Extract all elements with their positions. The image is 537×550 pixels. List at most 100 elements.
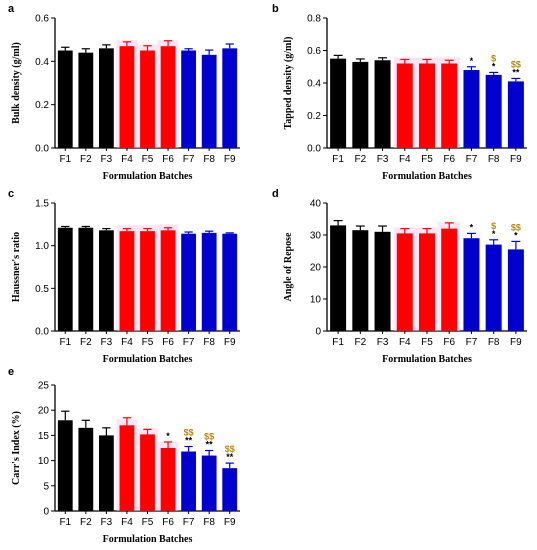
x-tick-label: F1 (59, 154, 71, 165)
bar-F8 (201, 232, 217, 331)
y-tick-label: 20 (310, 263, 322, 274)
x-tick-label: F5 (142, 337, 154, 348)
x-tick-label: F4 (399, 154, 411, 165)
panel-letter: c (8, 188, 14, 200)
y-tick-label: 10 (38, 456, 50, 467)
significance-marker: $$ (204, 432, 214, 442)
x-tick-label: F6 (443, 337, 455, 348)
bar-F4 (396, 233, 413, 331)
significance-marker: * (514, 230, 518, 240)
x-tick-label: F1 (332, 337, 344, 348)
bar-F8 (201, 455, 217, 511)
x-axis-label: Formulation Batches (382, 354, 472, 365)
y-tick-label: 20 (38, 406, 50, 417)
x-tick-label: F1 (59, 517, 71, 528)
significance-marker: $$ (511, 59, 521, 69)
y-axis-label: Haussner's ratio (11, 232, 22, 302)
bar-F3 (98, 48, 114, 149)
panel-letter: d (272, 188, 279, 200)
panel-letter: b (272, 3, 279, 15)
y-tick-label: 0 (43, 507, 49, 518)
bar-F2 (352, 230, 369, 331)
x-tick-label: F2 (354, 337, 366, 348)
x-tick-label: F1 (332, 154, 344, 165)
bar-F1 (330, 225, 347, 331)
x-tick-label: F6 (162, 154, 174, 165)
panel-d: d 0 10 20 30 40 Angle of Repose F1 F2 F3 F4 F5 F6 F7 *… (272, 188, 527, 365)
bar-F1 (57, 227, 73, 331)
bar-F7 (463, 70, 480, 148)
significance-marker: ** (185, 435, 193, 445)
x-tick-label: F9 (510, 154, 522, 165)
significance-marker: $ (491, 221, 496, 231)
bar-F7 (181, 233, 197, 331)
x-tick-label: F8 (488, 337, 500, 348)
bar-F8 (485, 74, 502, 148)
bar-F4 (119, 425, 135, 511)
x-tick-label: F2 (80, 337, 92, 348)
y-tick-label: 1.0 (35, 241, 49, 252)
x-tick-label: F8 (488, 154, 500, 165)
bar-F5 (140, 231, 155, 331)
panel-letter: e (8, 366, 14, 378)
y-tick-label: 0.2 (307, 111, 321, 122)
x-tick-label: F7 (183, 154, 195, 165)
bar-F2 (78, 427, 94, 511)
bar-F1 (330, 58, 347, 148)
bar-F5 (140, 434, 155, 511)
bar-F2 (352, 61, 369, 148)
x-axis-label: Formulation Batches (382, 171, 472, 182)
panel-letter: a (8, 3, 15, 15)
x-tick-label: F3 (377, 154, 389, 165)
bar-F7 (463, 238, 480, 331)
x-tick-label: F5 (421, 154, 433, 165)
x-axis-label: Formulation Batches (103, 171, 193, 182)
x-tick-label: F9 (510, 337, 522, 348)
y-tick-label: 0.4 (35, 57, 49, 68)
y-axis-label: Tapped density (g/ml) (283, 37, 294, 130)
bar-F8 (201, 54, 217, 149)
x-tick-label: F5 (142, 154, 154, 165)
x-tick-label: F7 (183, 517, 195, 528)
x-tick-label: F7 (466, 337, 478, 348)
x-axis-label: Formulation Batches (103, 534, 193, 545)
bar-F5 (140, 50, 155, 148)
significance-marker: * (492, 61, 496, 71)
x-tick-label: F3 (377, 337, 389, 348)
y-tick-label: 0.4 (307, 79, 321, 90)
bar-F4 (396, 63, 413, 148)
y-axis-label: Carr's Index (%) (11, 411, 22, 485)
bar-F3 (98, 230, 114, 331)
x-tick-label: F5 (421, 337, 433, 348)
bar-F6 (160, 448, 176, 511)
bar-F9 (222, 48, 238, 149)
y-tick-label: 40 (310, 199, 322, 210)
significance-marker: * (470, 56, 474, 66)
x-tick-label: F3 (101, 517, 113, 528)
x-tick-label: F9 (224, 154, 236, 165)
bar-F3 (374, 231, 391, 331)
significance-marker: * (470, 222, 474, 232)
x-tick-label: F6 (443, 154, 455, 165)
bar-F9 (507, 249, 524, 331)
x-tick-label: F3 (101, 154, 113, 165)
significance-marker: $$ (225, 444, 235, 454)
bar-F6 (441, 228, 458, 331)
significance-marker: $$ (184, 427, 194, 437)
significance-marker: $$ (511, 222, 521, 232)
y-tick-label: 15 (38, 431, 50, 442)
y-tick-label: 1.5 (35, 199, 49, 210)
y-tick-label: 0.0 (35, 327, 49, 338)
x-tick-label: F8 (203, 517, 215, 528)
bar-F2 (78, 227, 94, 331)
y-tick-label: 0.5 (35, 284, 49, 295)
y-tick-label: 0.8 (307, 14, 321, 25)
significance-marker: * (492, 229, 496, 239)
bar-F9 (507, 81, 524, 148)
bar-F3 (374, 60, 391, 148)
bar-F7 (181, 451, 197, 511)
significance-marker: ** (206, 440, 214, 450)
x-tick-label: F6 (162, 517, 174, 528)
y-axis-label: Bulk density (g/ml) (11, 42, 22, 124)
